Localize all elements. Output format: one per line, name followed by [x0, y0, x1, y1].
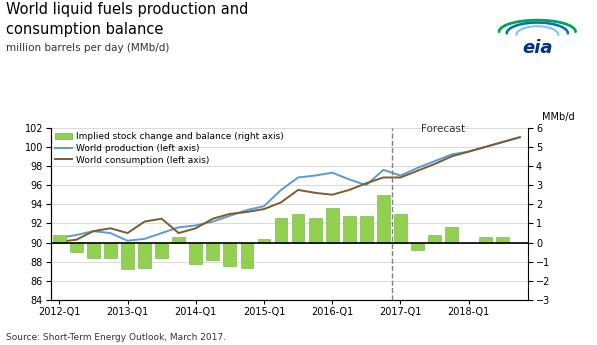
Text: million barrels per day (MMb/d): million barrels per day (MMb/d) — [6, 43, 170, 53]
Text: Source: Short-Term Energy Outlook, March 2017.: Source: Short-Term Energy Outlook, March… — [6, 333, 226, 342]
Text: consumption balance: consumption balance — [6, 22, 164, 37]
Legend: Implied stock change and balance (right axis), World production (left axis), Wor: Implied stock change and balance (right … — [56, 132, 284, 165]
Bar — [394, 214, 407, 243]
Text: MMb/d: MMb/d — [542, 112, 575, 122]
Bar — [479, 237, 492, 243]
Bar — [343, 216, 356, 243]
Bar — [138, 243, 151, 268]
Bar — [257, 239, 270, 243]
Bar — [87, 243, 100, 258]
Bar — [377, 195, 390, 243]
Bar — [275, 218, 287, 243]
Bar — [241, 243, 253, 268]
Bar — [207, 243, 219, 260]
Bar — [292, 214, 304, 243]
Bar — [411, 243, 424, 250]
Bar — [189, 243, 202, 264]
Bar — [326, 208, 338, 243]
Bar — [309, 218, 322, 243]
Bar — [104, 243, 117, 258]
Bar — [445, 227, 458, 243]
Bar — [70, 243, 83, 252]
Bar — [360, 216, 373, 243]
Bar — [496, 237, 509, 243]
Bar — [173, 237, 185, 243]
Bar — [155, 243, 168, 258]
Bar — [223, 243, 236, 266]
Text: eia: eia — [522, 39, 553, 57]
Bar — [121, 243, 134, 269]
Text: Forecast: Forecast — [421, 124, 465, 134]
Bar — [53, 235, 66, 243]
Text: World liquid fuels production and: World liquid fuels production and — [6, 2, 248, 17]
Bar — [428, 235, 441, 243]
